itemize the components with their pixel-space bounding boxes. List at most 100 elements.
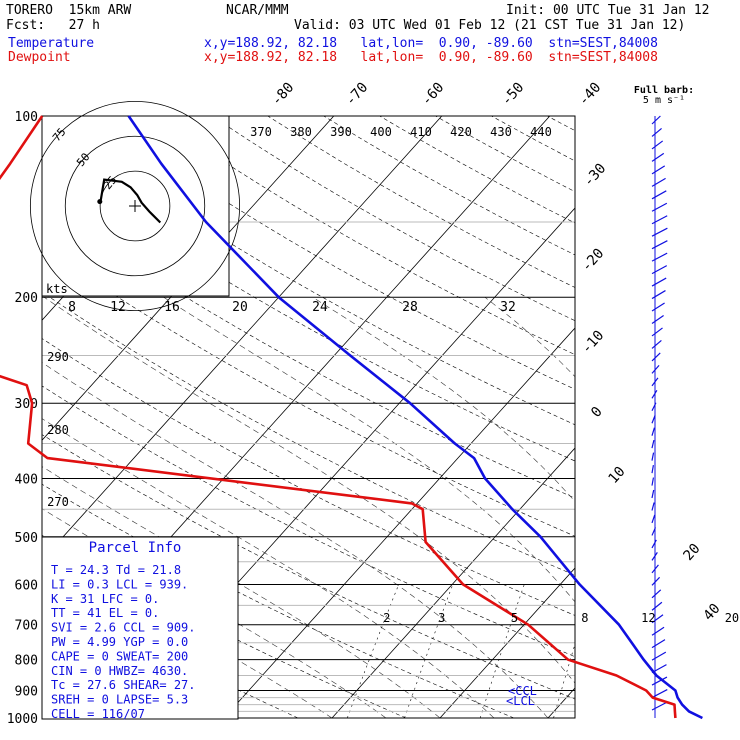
parcel-title: Parcel Info [89, 540, 182, 556]
theta-tick: 280 [47, 423, 69, 437]
isotherm-line [547, 687, 575, 718]
dry-adiabat [155, 116, 575, 356]
wind-barb [651, 576, 661, 586]
dry-adiabat [379, 116, 575, 224]
moist-adiabat [484, 296, 575, 378]
model-label: TORERO 15km ARW [6, 3, 132, 18]
wind-barb [651, 427, 655, 436]
parcel-line: TT = 41 EL = 0. [51, 606, 159, 620]
hodograph-ring [99, 170, 171, 242]
isotherm-tick: -10 [579, 328, 608, 358]
isotherm-tick: -50 [499, 80, 528, 110]
isotherm-tick: 0 [588, 404, 606, 421]
wind-barb [651, 614, 664, 624]
wind-barbs: Full barb:5 m s⁻¹ [634, 85, 694, 718]
wind-barb [651, 152, 665, 162]
isotherm-tick: 20 [680, 541, 703, 564]
hodograph-units: kts [46, 282, 68, 296]
wind-barb [651, 190, 667, 200]
theta-tick: 400 [370, 125, 392, 139]
wind-barb [651, 701, 668, 711]
isotherm-tick: 40 [700, 601, 723, 624]
lcl-label: <LCL [506, 694, 535, 708]
dewpoint-line [0, 115, 677, 719]
wind-barb [651, 626, 665, 636]
wind-barb [651, 465, 654, 474]
wind-barb [651, 265, 668, 275]
wind-barb [651, 415, 656, 424]
pressure-tick: 900 [15, 684, 38, 699]
ccl-label: <CCL [508, 684, 537, 698]
mixing-ratio-tick: 2 [383, 611, 390, 625]
hodograph-start [97, 199, 103, 205]
dry-adiabat [491, 116, 575, 162]
wind-barb [651, 389, 658, 399]
dewpoint-location: x,y=188.92, 82.18 lat,lon= 0.90, -89.60 … [204, 50, 658, 65]
wind-barb [651, 202, 668, 212]
wind-barb [651, 552, 658, 561]
plot-frame [41, 115, 576, 719]
wind-barb [651, 252, 668, 262]
speed-tick: 28 [402, 300, 418, 315]
isotherm-tick: -20 [579, 246, 608, 276]
parcel-box-frame [41, 536, 239, 720]
pressure-tick: 400 [15, 472, 38, 487]
pressure-tick: 300 [15, 397, 38, 412]
isotherm-tick: -60 [419, 80, 448, 110]
speed-tick: 24 [312, 300, 328, 315]
pressure-tick: 700 [15, 619, 38, 634]
moist-adiabat [646, 297, 740, 718]
wind-barb [651, 502, 655, 511]
speed-tick: 8 [68, 300, 76, 315]
wind-barb [651, 314, 664, 324]
wind-barb [651, 452, 655, 461]
theta-tick: 290 [47, 350, 69, 364]
wind-barb [651, 177, 666, 187]
dry-adiabat [435, 116, 575, 193]
wind-barb [651, 140, 664, 150]
pressure-tick: 500 [15, 531, 38, 546]
parcel-line: T = 24.3 Td = 21.8 [51, 563, 181, 577]
temperature-line [127, 115, 703, 720]
theta-tick: 410 [410, 125, 432, 139]
speed-tick: 32 [500, 300, 516, 315]
isotherm-line [42, 116, 443, 561]
isotherm-line [439, 567, 575, 718]
full-barb-value: 5 m s⁻¹ [643, 95, 685, 106]
dry-adiabat [267, 116, 575, 288]
wind-barb [651, 676, 668, 686]
wind-barb [651, 689, 668, 699]
parcel-line: CELL = 116/07 [51, 707, 145, 721]
isotherm-line [656, 116, 740, 718]
wind-barb [651, 128, 662, 137]
temperature-location: x,y=188.92, 82.18 lat,lon= 0.90, -89.60 … [204, 36, 658, 51]
wind-barb [651, 402, 657, 412]
pressure-tick: 100 [15, 110, 38, 125]
parcel-line: K = 31 LFC = 0. [51, 592, 159, 606]
isotherm-tick: -70 [343, 80, 372, 110]
hodograph-trace [98, 178, 162, 224]
init-label: Init: 00 UTC Tue 31 Jan 12 [506, 3, 710, 18]
wind-barb [651, 514, 656, 524]
wind-barb [651, 589, 662, 599]
org-label: NCAR/MMM [226, 3, 289, 18]
isotherm-tick: -80 [269, 80, 298, 110]
mixing-ratio-tick: 3 [438, 611, 445, 625]
wind-barb [651, 352, 661, 362]
full-barb-label: Full barb: [634, 85, 694, 96]
wind-barb [651, 240, 668, 250]
valid-label: Valid: 03 UTC Wed 01 Feb 12 (21 CST Tue … [294, 18, 686, 33]
isotherm-line [331, 447, 575, 718]
wind-barb [651, 440, 655, 449]
isotherm-line [0, 116, 10, 718]
parcel-line: CAPE = 0 SWEAT= 200 [51, 649, 188, 663]
pressure-tick: 200 [15, 291, 38, 306]
wind-barb [651, 339, 662, 349]
wind-barb [651, 290, 666, 300]
wind-barb [651, 165, 666, 175]
wind-barb [651, 302, 665, 312]
theta-tick: 420 [450, 125, 472, 139]
temperature-legend: Temperature [8, 36, 95, 51]
